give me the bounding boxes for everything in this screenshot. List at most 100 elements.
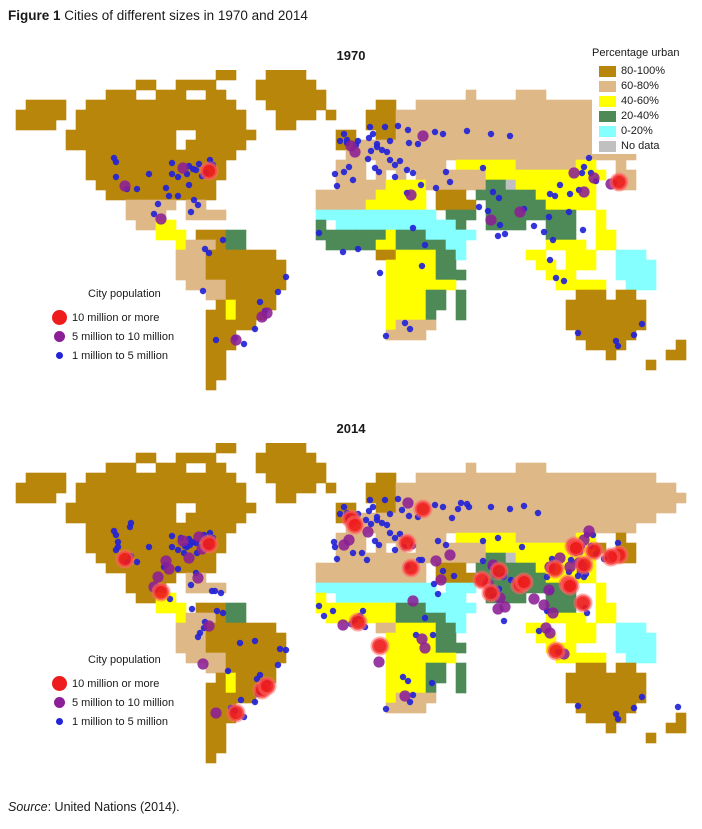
map-region-cell xyxy=(215,462,227,474)
map-region-cell xyxy=(625,512,637,524)
city-dot-large xyxy=(226,703,246,723)
city-dot-medium xyxy=(230,334,242,346)
map-region-cell xyxy=(395,189,407,201)
map-region-cell xyxy=(405,289,417,301)
map-region-cell xyxy=(105,189,117,201)
map-region-cell xyxy=(535,522,547,534)
map-region-cell xyxy=(425,289,437,301)
city-dot-small xyxy=(578,169,586,177)
map-region-cell xyxy=(525,462,537,474)
map-region-cell xyxy=(65,139,77,151)
map-region-cell xyxy=(425,632,437,644)
map-region-cell xyxy=(275,482,287,494)
map-region-cell xyxy=(635,472,647,484)
map-region-cell xyxy=(325,229,337,241)
map-region-cell xyxy=(215,319,227,331)
city-dot-small xyxy=(378,146,386,154)
map-region-cell xyxy=(215,652,227,664)
map-region-cell xyxy=(555,119,567,131)
map-region-cell xyxy=(535,189,547,201)
map-region-cell xyxy=(215,482,227,494)
map-region-cell xyxy=(115,139,127,151)
map-region-cell xyxy=(385,562,397,574)
map-region-cell xyxy=(605,672,617,684)
map-region-cell xyxy=(485,492,497,504)
map-region-cell xyxy=(455,179,467,191)
map-region-cell xyxy=(405,612,417,624)
map-region-cell xyxy=(95,99,107,111)
map-region-cell xyxy=(455,149,467,161)
map-region-cell xyxy=(415,592,427,604)
map-region-cell xyxy=(215,692,227,704)
city-dot-small xyxy=(240,340,248,348)
map-region-cell xyxy=(485,189,497,201)
map-region-cell xyxy=(185,99,197,111)
map-region-cell xyxy=(185,642,197,654)
map-region-cell xyxy=(595,672,607,684)
map-region-cell xyxy=(445,169,457,181)
map-region-cell xyxy=(375,159,387,171)
map-region-cell xyxy=(445,492,457,504)
map-region-cell xyxy=(385,622,397,634)
map-region-cell xyxy=(605,512,617,524)
map-region-cell xyxy=(195,472,207,484)
map-region-cell xyxy=(555,602,567,614)
map-region-cell xyxy=(385,502,397,514)
map-region-cell xyxy=(415,542,427,554)
map-region-cell xyxy=(435,482,447,494)
map-region-cell xyxy=(425,119,437,131)
map-region-cell xyxy=(115,482,127,494)
map-region-cell xyxy=(135,512,147,524)
map-region-cell xyxy=(225,279,237,291)
map-region-cell xyxy=(155,552,167,564)
map-region-cell xyxy=(455,229,467,241)
map-region-cell xyxy=(475,169,487,181)
city-dot-medium xyxy=(568,167,580,179)
map-region-cell xyxy=(215,99,227,111)
map-region-cell xyxy=(415,572,427,584)
map-region-cell xyxy=(445,482,457,494)
map-region-cell xyxy=(335,169,347,181)
map-region-cell xyxy=(215,119,227,131)
map-region-cell xyxy=(615,662,627,674)
map-region-cell xyxy=(325,189,337,201)
city-dot-medium xyxy=(210,707,222,719)
map-region-cell xyxy=(285,472,297,484)
city-dot-small xyxy=(112,173,120,181)
map-region-cell xyxy=(215,149,227,161)
map-region-cell xyxy=(445,602,457,614)
map-region-cell xyxy=(135,592,147,604)
map-region-cell xyxy=(565,279,577,291)
map-region-cell xyxy=(555,482,567,494)
map-region-cell xyxy=(555,279,567,291)
map-region-cell xyxy=(225,99,237,111)
city-dot-medium xyxy=(261,307,273,319)
map-region-cell xyxy=(425,582,437,594)
map-region-cell xyxy=(375,169,387,181)
city-legend-label: 1 million to 5 million xyxy=(72,349,168,362)
map-region-cell xyxy=(25,482,37,494)
map-region-cell xyxy=(635,482,647,494)
city-dot-small xyxy=(494,534,502,542)
city-dot-small xyxy=(520,502,528,510)
city-dot-small xyxy=(190,196,198,204)
map-region-cell xyxy=(665,492,677,504)
city-dot-small xyxy=(638,693,646,701)
map-region-cell xyxy=(555,209,567,221)
map-region-cell xyxy=(445,229,457,241)
map-region-cell xyxy=(365,229,377,241)
map-region-cell xyxy=(625,259,637,271)
map-region-cell xyxy=(195,229,207,241)
city-dot-small xyxy=(381,496,389,504)
map-region-cell xyxy=(615,249,627,261)
map-region-cell xyxy=(135,99,147,111)
map-region-cell xyxy=(65,129,77,141)
map-region-cell xyxy=(585,299,597,311)
map-region-cell xyxy=(395,612,407,624)
map-region-cell xyxy=(395,309,407,321)
map-region-cell xyxy=(185,189,197,201)
map-region-cell xyxy=(395,289,407,301)
map-region-cell xyxy=(175,179,187,191)
map-region-cell xyxy=(375,592,387,604)
city-population-legend-items: 10 million or more 5 million to 10 millio… xyxy=(46,674,236,731)
